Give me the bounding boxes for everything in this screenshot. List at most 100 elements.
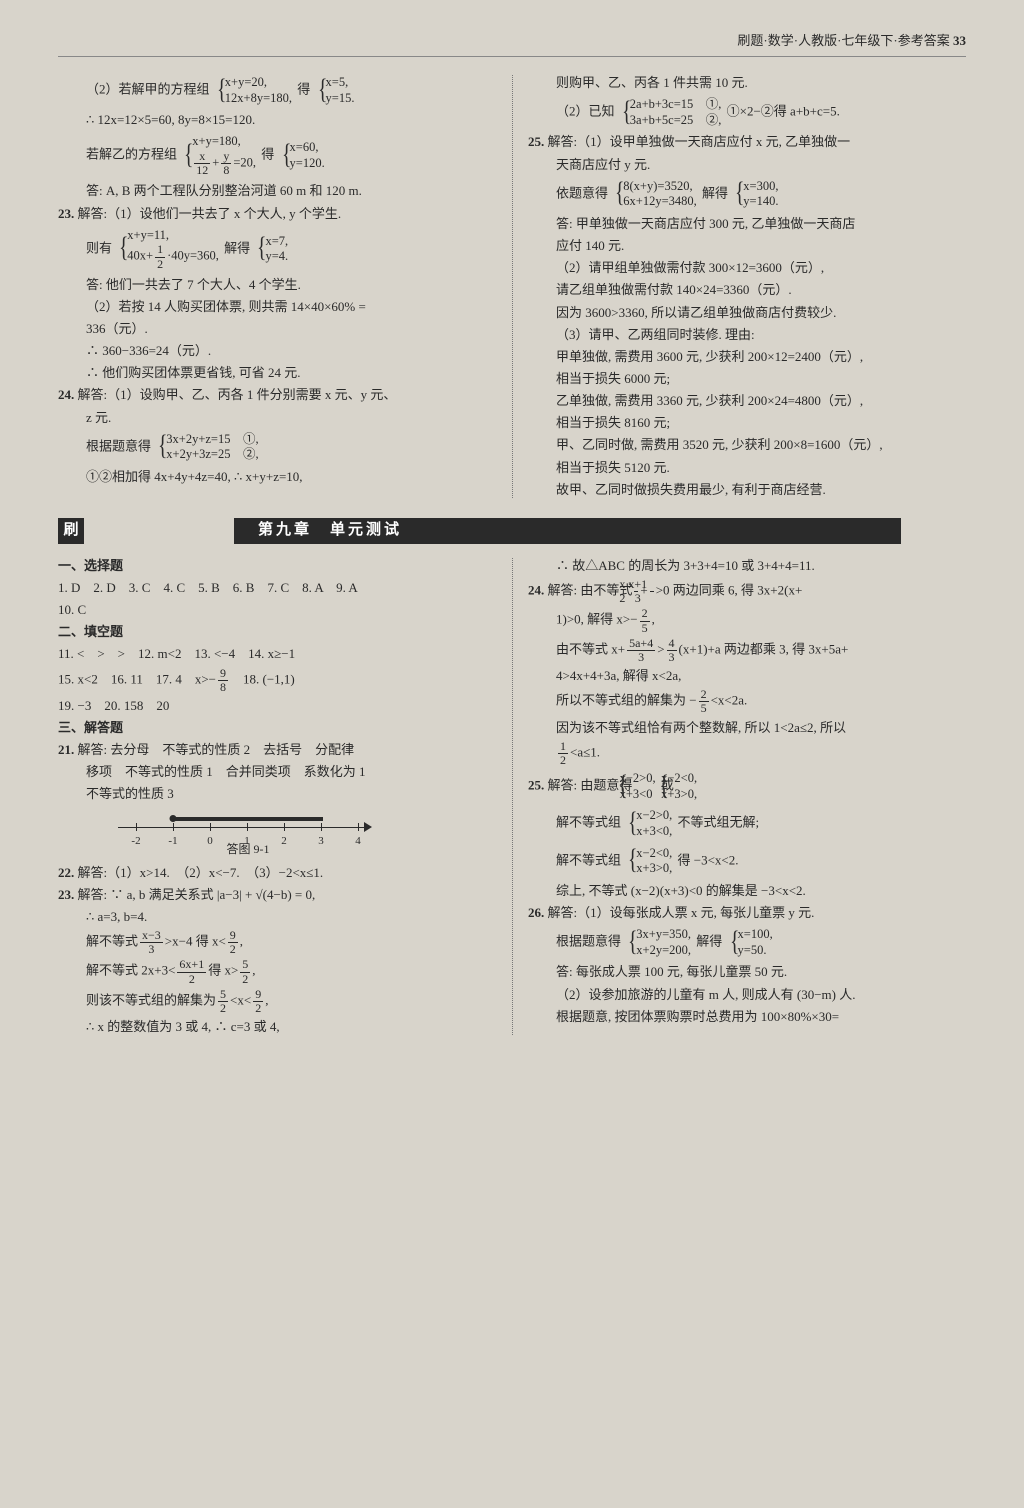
- brace-system: x−2<0,x+3>0,: [626, 846, 672, 877]
- line: 解不等式 2x+3<6x+12得 x>52,: [58, 958, 496, 985]
- tick: [321, 823, 322, 831]
- eq-row: x+3>0,: [636, 861, 672, 877]
- numerator: 2: [699, 688, 709, 702]
- line: ∴ x 的整数值为 3 或 4, ∴ c=3 或 4,: [58, 1017, 496, 1037]
- fraction: 52: [218, 988, 228, 1015]
- numerator: 5a+4: [627, 637, 655, 651]
- line: 答: 他们一共去了 7 个大人、4 个学生.: [58, 275, 496, 295]
- text: 得 x>: [208, 963, 238, 978]
- brace-system: 8(x+y)=3520, 6x+12y=3480,: [613, 179, 696, 210]
- denominator: 8: [221, 164, 231, 177]
- fraction: 92: [228, 929, 238, 956]
- fraction: x12: [194, 150, 210, 177]
- section-heading: 一、选择题: [58, 556, 496, 576]
- brace-system: 3x+2y+z=15 ①, x+2y+3z=25 ②,: [156, 432, 258, 463]
- brace-system: x+y=11, 40x+12·40y=360,: [117, 228, 219, 271]
- line: 23. 解答:（1）设他们一共去了 x 个大人, y 个学生.: [58, 204, 496, 224]
- text: 得: [297, 82, 310, 97]
- line: 解不等式组 x−2<0,x+3>0, 得 −3<x<2.: [528, 844, 966, 879]
- line: 所以不等式组的解集为 −25<x<2a.: [528, 688, 966, 715]
- numerator: 1: [155, 243, 165, 257]
- eq-row: y=120.: [290, 156, 325, 172]
- line: ∴ 他们购买团体票更省钱, 可省 24 元.: [58, 363, 496, 383]
- column-divider: [512, 558, 513, 1035]
- eq-row: x+y=20,: [225, 75, 292, 91]
- line: 相当于损失 5120 元.: [528, 458, 966, 478]
- fraction: 25: [699, 688, 709, 715]
- numerator: 9: [218, 667, 228, 681]
- line: 综上, 不等式 (x−2)(x+3)<0 的解集是 −3<x<2.: [528, 881, 966, 901]
- line: 因为该不等式组恰有两个整数解, 所以 1<2a≤2, 所以: [528, 718, 966, 738]
- line: 乙单独做, 需费用 3360 元, 少获利 200×24=4800（元）,: [528, 391, 966, 411]
- fraction: 6x+12: [177, 958, 206, 985]
- denominator: 8: [218, 681, 228, 694]
- eq-row: x−2>0,: [636, 808, 672, 824]
- line: ∴ 12x=12×5=60, 8y=8×15=120.: [58, 110, 496, 130]
- text: (x+1)+a 两边都乘 3, 得 3x+5a+: [679, 641, 849, 656]
- eq-row: 6x+12y=3480,: [623, 194, 696, 210]
- line: 根据题意得 3x+y=350,x+2y=200, 解得 x=100,y=50.: [528, 925, 966, 960]
- denominator: 2: [218, 1002, 228, 1015]
- q-number: 21.: [58, 742, 74, 757]
- axis: [118, 827, 366, 828]
- text: 若解乙的方程组: [86, 147, 177, 162]
- tick: [284, 823, 285, 831]
- bottom-left-col: 一、选择题 1. D 2. D 3. C 4. C 5. B 6. B 7. C…: [58, 554, 512, 1039]
- line: ∴ a=3, b=4.: [58, 907, 496, 927]
- brace-system: x=100,y=50.: [728, 927, 773, 958]
- q-number: 23.: [58, 887, 74, 902]
- text: >x−4 得 x<: [165, 934, 226, 949]
- brace-system: x−2<0,x+3>0,: [679, 771, 697, 802]
- numerator: 2: [640, 607, 650, 621]
- q-number: 22.: [58, 865, 74, 880]
- q-number: 24.: [528, 583, 544, 598]
- text: 18. (−1,1): [230, 671, 295, 686]
- denominator: 3: [627, 651, 655, 664]
- line: 根据题意, 按团体票购票时总费用为 100×80%×30=: [528, 1007, 966, 1027]
- q-number: 25.: [528, 134, 544, 149]
- eq-row: x+2y=200,: [636, 943, 691, 959]
- interval-segment: [173, 817, 323, 821]
- fraction: y8: [221, 150, 231, 177]
- text: 15. x<2 16. 11 17. 4 x>−: [58, 671, 216, 686]
- text: 所以不等式组的解集为 −: [556, 693, 697, 708]
- numerator: 5: [240, 958, 250, 972]
- line: 应付 140 元.: [528, 236, 966, 256]
- numerator: 9: [228, 929, 238, 943]
- denominator: 12: [194, 164, 210, 177]
- text: 解答: 去分母 不等式的性质 2 去括号 分配律: [78, 742, 355, 757]
- banner-icon: 刷: [58, 518, 84, 544]
- line: 11. < > > 12. m<2 13. <−4 14. x≥−1: [58, 644, 496, 664]
- line: 天商店应付 y 元.: [528, 155, 966, 175]
- eq-row: 8(x+y)=3520,: [623, 179, 696, 195]
- line: 10. C: [58, 600, 496, 620]
- text: ,: [265, 992, 268, 1007]
- eq-row: x+2y+3z=25 ②,: [166, 447, 258, 463]
- line: 请乙组单独做需付款 140×24=3360（元）.: [528, 280, 966, 300]
- line: 由不等式 x+5a+43>43(x+1)+a 两边都乘 3, 得 3x+5a+: [528, 637, 966, 664]
- line: 则该不等式组的解集为52<x<92,: [58, 988, 496, 1015]
- text: 解答:（1）设他们一共去了 x 个大人, y 个学生.: [78, 206, 342, 221]
- tick: [136, 823, 137, 831]
- eq-row: 3x+2y+z=15 ①,: [166, 432, 258, 448]
- eq-row: 3x+y=350,: [636, 927, 691, 943]
- denominator: 2: [240, 973, 250, 986]
- text: （2）已知: [556, 104, 615, 119]
- text: 解答:（1）设每张成人票 x 元, 每张儿童票 y 元.: [548, 905, 815, 920]
- eq-row: x+3>0,: [689, 787, 697, 803]
- line: （3）请甲、乙两组同时装修. 理由:: [528, 325, 966, 345]
- eq-row: x+3<0: [648, 787, 656, 803]
- text: 根据题意得: [556, 934, 621, 949]
- q-number: 25.: [528, 778, 544, 793]
- text: 解得: [224, 240, 250, 255]
- text: 则有: [86, 240, 112, 255]
- line: 甲、乙同时做, 需费用 3520 元, 少获利 200×8=1600（元）,: [528, 435, 966, 455]
- line: 1)>0, 解得 x>−25,: [528, 607, 966, 634]
- arrow-icon: [364, 822, 372, 832]
- text: <x<2a.: [711, 693, 748, 708]
- line: 24. 解答: 由不等式x2+x+13>0 两边同乘 6, 得 3x+2(x+: [528, 578, 966, 605]
- line: 根据题意得 3x+2y+z=15 ①, x+2y+3z=25 ②,: [58, 430, 496, 465]
- line: （2）若按 14 人购买团体票, 则共需 14×40×60% =: [58, 297, 496, 317]
- eq-row: y=4.: [265, 249, 288, 265]
- fraction: 52: [240, 958, 250, 985]
